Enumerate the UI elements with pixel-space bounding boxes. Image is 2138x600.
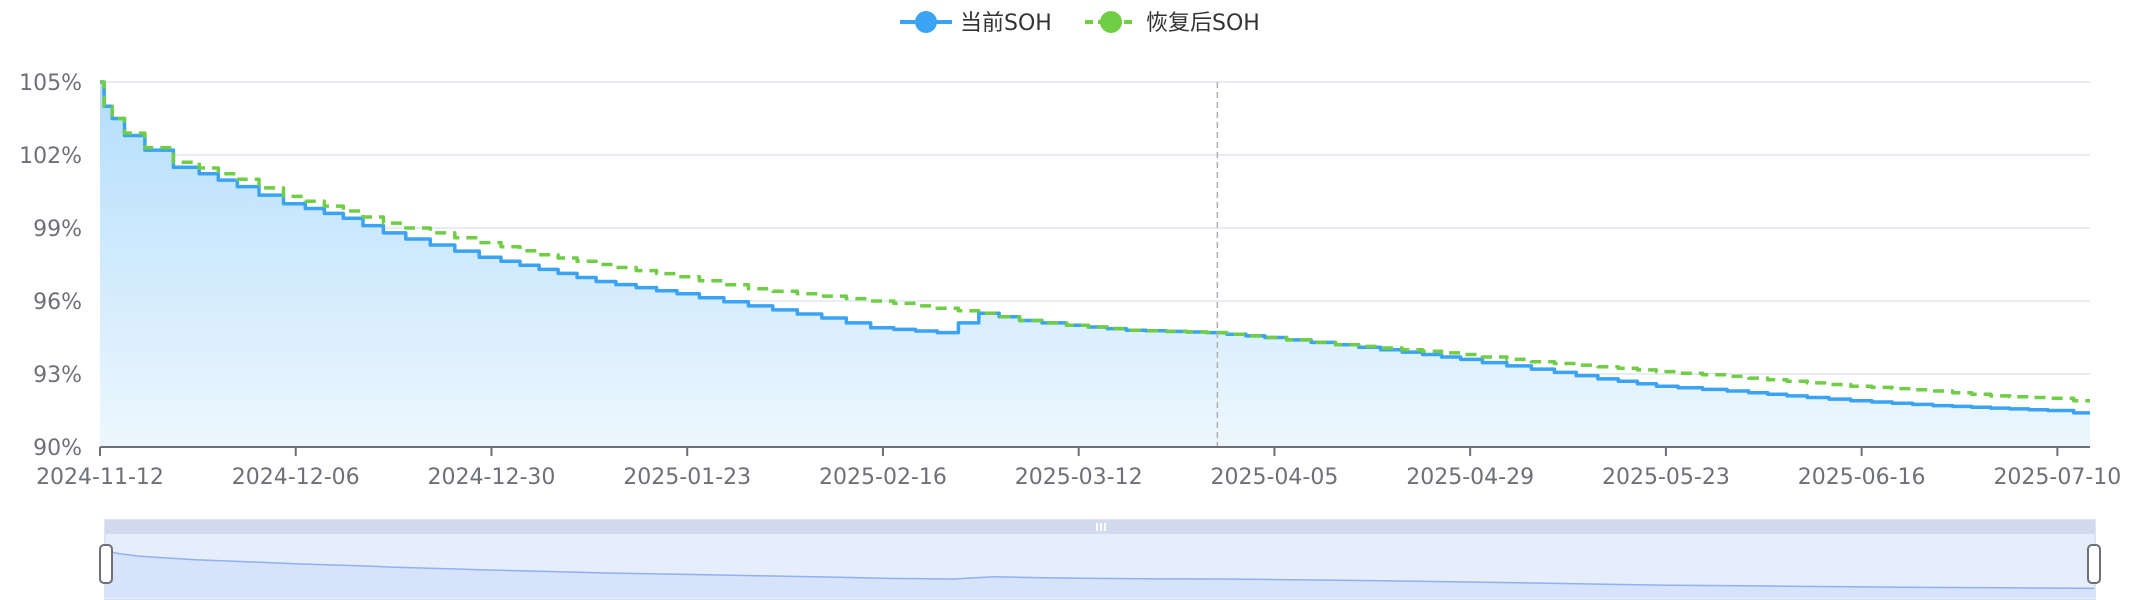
x-axis-labels: 2024-11-12 2024-12-06 2024-12-30 2025-01-23… (36, 465, 2121, 490)
x-tick-label: 2024-11-12 (36, 465, 164, 490)
slider-preview-area (106, 549, 2094, 598)
x-tick-label: 2024-12-06 (232, 465, 360, 490)
legend-current-label: 当前SOH (960, 11, 1052, 36)
legend-restored-dot (1100, 11, 1122, 33)
slider-preview-line (105, 549, 2095, 590)
x-tick-label: 2025-07-10 (1993, 465, 2121, 490)
y-tick-label: 90% (33, 436, 82, 461)
y-tick-label: 99% (33, 217, 82, 242)
y-axis-labels: 90% 93% 96% 99% 102% 105% (19, 71, 82, 461)
x-tick-label: 2025-06-16 (1798, 465, 1926, 490)
x-tick-label: 2025-04-29 (1406, 465, 1534, 490)
x-tick-label: 2025-03-12 (1015, 465, 1143, 490)
slider-handle-left[interactable] (99, 544, 113, 584)
legend: 当前SOH 恢复后SOH (900, 11, 1260, 36)
y-tick-label: 96% (33, 290, 82, 315)
data-zoom-slider[interactable] (99, 519, 2101, 600)
legend-item-current[interactable]: 当前SOH (900, 11, 1052, 36)
y-tick-label: 102% (19, 144, 82, 169)
legend-item-restored[interactable]: 恢复后SOH (1085, 11, 1260, 36)
y-tick-label: 105% (19, 71, 82, 96)
legend-current-dot (915, 11, 937, 33)
series-current-area (100, 82, 2090, 447)
legend-restored-label: 恢复后SOH (1146, 11, 1260, 36)
x-tick-label: 2025-02-16 (819, 465, 947, 490)
x-tick-label: 2025-01-23 (623, 465, 751, 490)
y-tick-label: 93% (33, 363, 82, 388)
series-restored-line[interactable] (100, 80, 2090, 403)
x-tick-label: 2025-04-05 (1210, 465, 1338, 490)
slider-handle-right[interactable] (2087, 544, 2101, 584)
x-axis-ticks (99, 447, 2059, 456)
x-tick-label: 2025-05-23 (1602, 465, 1730, 490)
x-tick-label: 2024-12-30 (428, 465, 556, 490)
slider-grip-icon (1096, 523, 1106, 531)
